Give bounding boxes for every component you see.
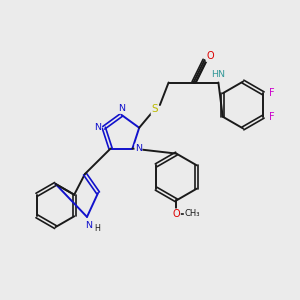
- Text: F: F: [269, 112, 274, 122]
- Text: F: F: [269, 88, 274, 98]
- Text: N: N: [118, 104, 125, 113]
- Text: O: O: [206, 51, 214, 62]
- Text: H: H: [94, 224, 100, 233]
- Text: CH₃: CH₃: [184, 209, 200, 218]
- Text: HN: HN: [212, 70, 225, 79]
- Text: S: S: [151, 104, 158, 115]
- Text: O: O: [172, 209, 180, 219]
- Text: N: N: [85, 221, 92, 230]
- Text: N: N: [135, 144, 142, 153]
- Text: N: N: [94, 123, 101, 132]
